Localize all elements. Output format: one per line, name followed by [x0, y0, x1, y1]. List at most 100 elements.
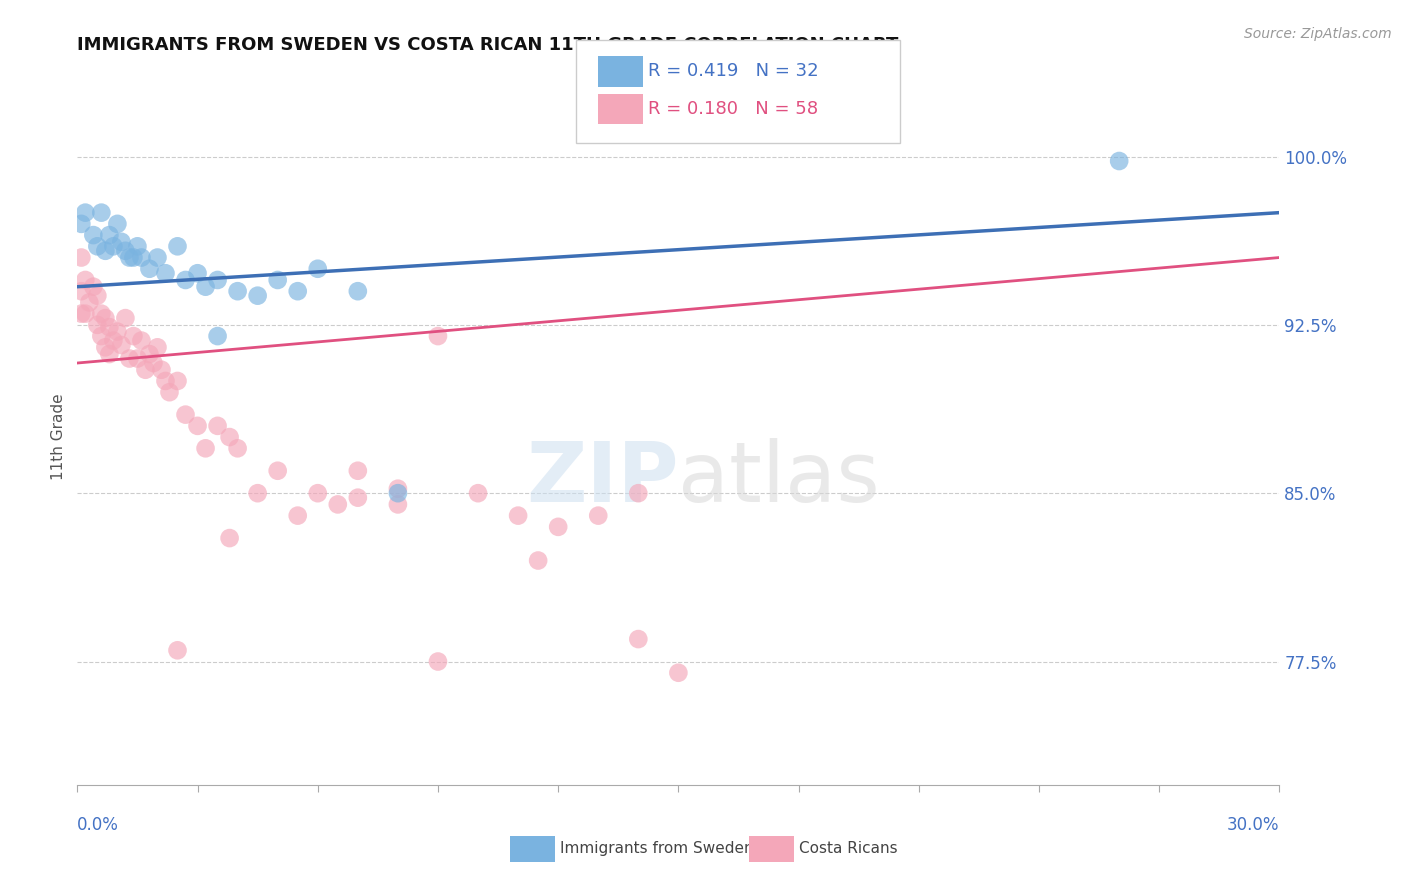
- Point: [146, 340, 169, 354]
- Point: [127, 239, 149, 253]
- Point: [70, 217, 93, 231]
- Text: 30.0%: 30.0%: [1227, 816, 1279, 834]
- Point: [307, 486, 329, 500]
- Point: [103, 334, 125, 348]
- Point: [166, 239, 188, 253]
- Point: [287, 508, 309, 523]
- Point: [94, 340, 117, 354]
- Text: R = 0.180   N = 58: R = 0.180 N = 58: [648, 100, 818, 118]
- Point: [627, 632, 650, 646]
- Point: [98, 228, 121, 243]
- Point: [427, 329, 450, 343]
- Point: [267, 273, 290, 287]
- Point: [127, 351, 149, 366]
- Text: Source: ZipAtlas.com: Source: ZipAtlas.com: [1244, 27, 1392, 41]
- Point: [387, 486, 409, 500]
- Point: [75, 205, 97, 219]
- Point: [98, 347, 121, 361]
- Point: [122, 329, 145, 343]
- Point: [90, 307, 112, 321]
- Point: [387, 497, 409, 511]
- Point: [1108, 154, 1130, 169]
- Point: [467, 486, 489, 500]
- Point: [86, 318, 108, 332]
- Point: [207, 273, 229, 287]
- Point: [70, 307, 93, 321]
- Point: [347, 491, 370, 505]
- Point: [131, 334, 153, 348]
- Point: [174, 408, 197, 422]
- Point: [118, 351, 141, 366]
- Point: [166, 643, 188, 657]
- Point: [174, 273, 197, 287]
- Point: [82, 228, 104, 243]
- Text: R = 0.419   N = 32: R = 0.419 N = 32: [648, 62, 818, 80]
- Point: [155, 266, 177, 280]
- Text: atlas: atlas: [679, 438, 880, 519]
- Point: [110, 235, 132, 249]
- Point: [427, 655, 450, 669]
- Point: [150, 363, 173, 377]
- Point: [75, 273, 97, 287]
- Point: [307, 261, 329, 276]
- Point: [90, 329, 112, 343]
- Point: [527, 553, 550, 567]
- Point: [114, 311, 136, 326]
- Point: [267, 464, 290, 478]
- Point: [287, 284, 309, 298]
- Point: [107, 217, 129, 231]
- Point: [94, 244, 117, 258]
- Point: [103, 239, 125, 253]
- Point: [627, 486, 650, 500]
- Point: [187, 418, 209, 433]
- Point: [79, 295, 101, 310]
- Y-axis label: 11th Grade: 11th Grade: [51, 393, 66, 481]
- Point: [194, 442, 217, 456]
- Point: [86, 288, 108, 302]
- Point: [194, 279, 217, 293]
- Point: [138, 261, 160, 276]
- Point: [131, 251, 153, 265]
- Point: [138, 347, 160, 361]
- Point: [134, 363, 156, 377]
- Point: [207, 329, 229, 343]
- Text: Costa Ricans: Costa Ricans: [799, 841, 897, 855]
- Point: [187, 266, 209, 280]
- Point: [218, 531, 240, 545]
- Point: [82, 279, 104, 293]
- Point: [110, 338, 132, 352]
- Point: [70, 251, 93, 265]
- Point: [668, 665, 690, 680]
- Point: [347, 284, 370, 298]
- Point: [98, 320, 121, 334]
- Point: [86, 239, 108, 253]
- Point: [122, 251, 145, 265]
- Point: [547, 520, 569, 534]
- Point: [387, 482, 409, 496]
- Point: [94, 311, 117, 326]
- Point: [207, 418, 229, 433]
- Point: [146, 251, 169, 265]
- Point: [588, 508, 610, 523]
- Text: 0.0%: 0.0%: [77, 816, 120, 834]
- Text: IMMIGRANTS FROM SWEDEN VS COSTA RICAN 11TH GRADE CORRELATION CHART: IMMIGRANTS FROM SWEDEN VS COSTA RICAN 11…: [77, 36, 898, 54]
- Point: [75, 307, 97, 321]
- Point: [114, 244, 136, 258]
- Point: [142, 356, 165, 370]
- Point: [107, 325, 129, 339]
- Point: [246, 486, 269, 500]
- Point: [70, 284, 93, 298]
- Point: [226, 284, 249, 298]
- Point: [90, 205, 112, 219]
- Point: [326, 497, 349, 511]
- Text: ZIP: ZIP: [526, 438, 679, 519]
- Point: [155, 374, 177, 388]
- Point: [347, 464, 370, 478]
- Point: [218, 430, 240, 444]
- Point: [246, 288, 269, 302]
- Point: [118, 251, 141, 265]
- Point: [159, 385, 181, 400]
- Point: [508, 508, 530, 523]
- Point: [226, 442, 249, 456]
- Point: [166, 374, 188, 388]
